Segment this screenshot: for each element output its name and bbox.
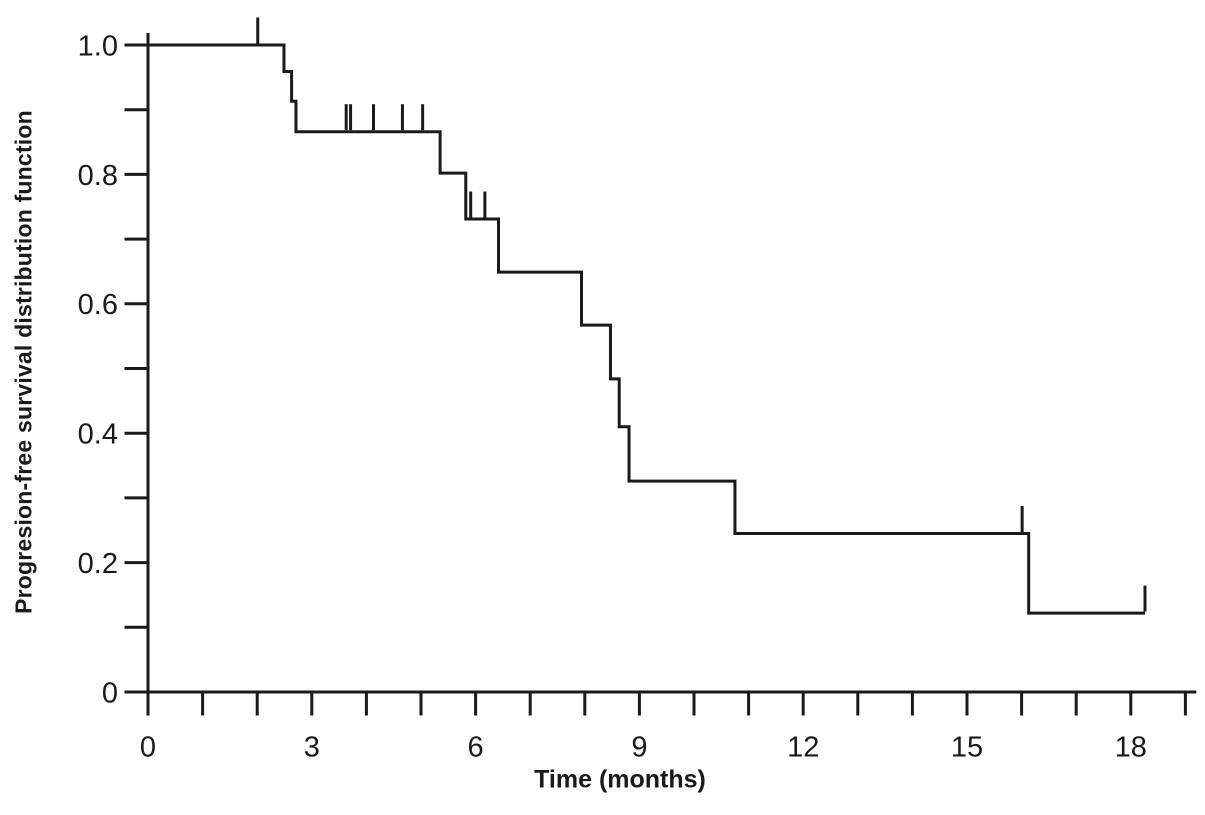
x-tick-label: 18 (1115, 731, 1147, 763)
y-axis-title: Progresion-free survival distribution fu… (10, 110, 37, 614)
x-tick-label: 6 (468, 731, 484, 763)
y-tick-label: 0 (102, 677, 118, 709)
y-tick-label: 0.2 (78, 548, 118, 580)
y-tick-label: 0.4 (78, 419, 118, 451)
x-tick-label: 12 (787, 731, 819, 763)
x-tick-label: 15 (951, 731, 983, 763)
survival-curve (148, 43, 1145, 615)
x-tick-label: 0 (140, 731, 156, 763)
y-tick-label: 0.8 (78, 160, 118, 192)
x-tick-label: 9 (631, 731, 647, 763)
x-tick-label: 3 (304, 731, 320, 763)
y-tick-label: 1.0 (78, 30, 118, 62)
y-tick-label: 0.6 (78, 289, 118, 321)
x-axis-title: Time (months) (534, 765, 706, 794)
